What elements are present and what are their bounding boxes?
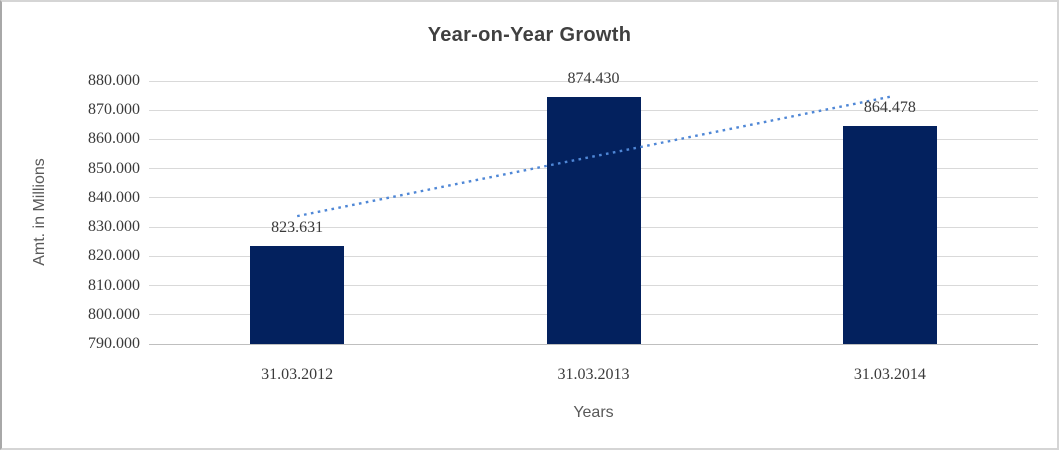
y-tick-label: 810.000 [88,276,140,294]
x-tick-label: 31.03.2012 [261,366,334,383]
x-axis-line [149,343,1038,345]
y-tick-label: 880.000 [88,72,140,89]
y-tick-label: 820.000 [88,247,140,265]
data-label: 874.430 [567,70,620,88]
bar [842,126,937,344]
chart-title: Year-on-Year Growth [427,24,632,46]
y-tick-label: 840.000 [88,188,140,206]
y-tick-label: 860.000 [88,130,140,148]
y-tick-label: 830.000 [88,218,140,236]
x-tick-label: 31.03.2013 [557,366,630,383]
y-tick-label: 870.000 [88,101,140,119]
bar [250,245,345,344]
y-tick-label: 800.000 [88,305,140,323]
y-tick-label: 850.000 [88,159,140,177]
y-tick-label: 790.000 [88,335,140,352]
data-label: 823.631 [271,218,324,236]
data-label: 864.478 [863,99,916,117]
gridline [149,80,1038,82]
x-tick-label: 31.03.2014 [853,366,926,383]
bar [546,97,641,344]
x-axis-title: Years [573,404,614,421]
y-axis-title: Amt. in Millions [31,158,48,266]
